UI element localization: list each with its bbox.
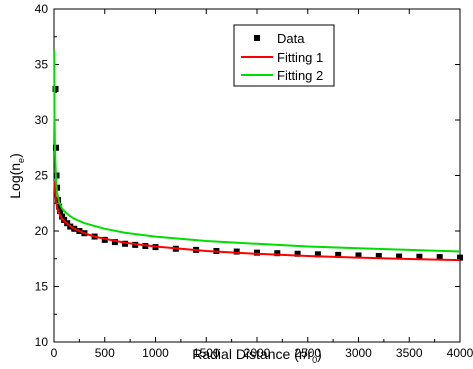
y-tick-label: 20 <box>35 224 49 238</box>
legend: Data Fitting 1 Fitting 2 <box>234 25 334 86</box>
x-axis-title-main: Radial Distance (r/r <box>192 346 312 362</box>
y-tick-label: 30 <box>35 113 49 127</box>
legend-label-fitting-1: Fitting 1 <box>277 50 323 65</box>
y-axis-title: Log(ne) <box>7 153 26 199</box>
legend-marker-data <box>254 35 260 41</box>
x-tick-label: 3000 <box>345 346 372 360</box>
x-tick-label: 1000 <box>142 346 169 360</box>
y-tick-label: 35 <box>35 58 49 72</box>
x-axis-title-end: ) <box>317 346 322 362</box>
x-tick-label: 3500 <box>396 346 423 360</box>
y-tick-label: 10 <box>35 335 49 349</box>
y-tick-label: 40 <box>35 2 49 16</box>
x-axis-title: Radial Distance (r/r0) <box>192 346 322 365</box>
x-tick-label: 4000 <box>447 346 473 360</box>
y-axis-title-end: ) <box>7 153 23 158</box>
y-tick-label: 15 <box>35 280 49 294</box>
x-tick-label: 0 <box>51 346 58 360</box>
y-axis-title-main: Log(n <box>7 163 23 199</box>
legend-label-fitting-2: Fitting 2 <box>277 68 323 83</box>
y-tick-label: 25 <box>35 169 49 183</box>
x-tick-label: 500 <box>95 346 115 360</box>
legend-label-data: Data <box>277 31 305 46</box>
